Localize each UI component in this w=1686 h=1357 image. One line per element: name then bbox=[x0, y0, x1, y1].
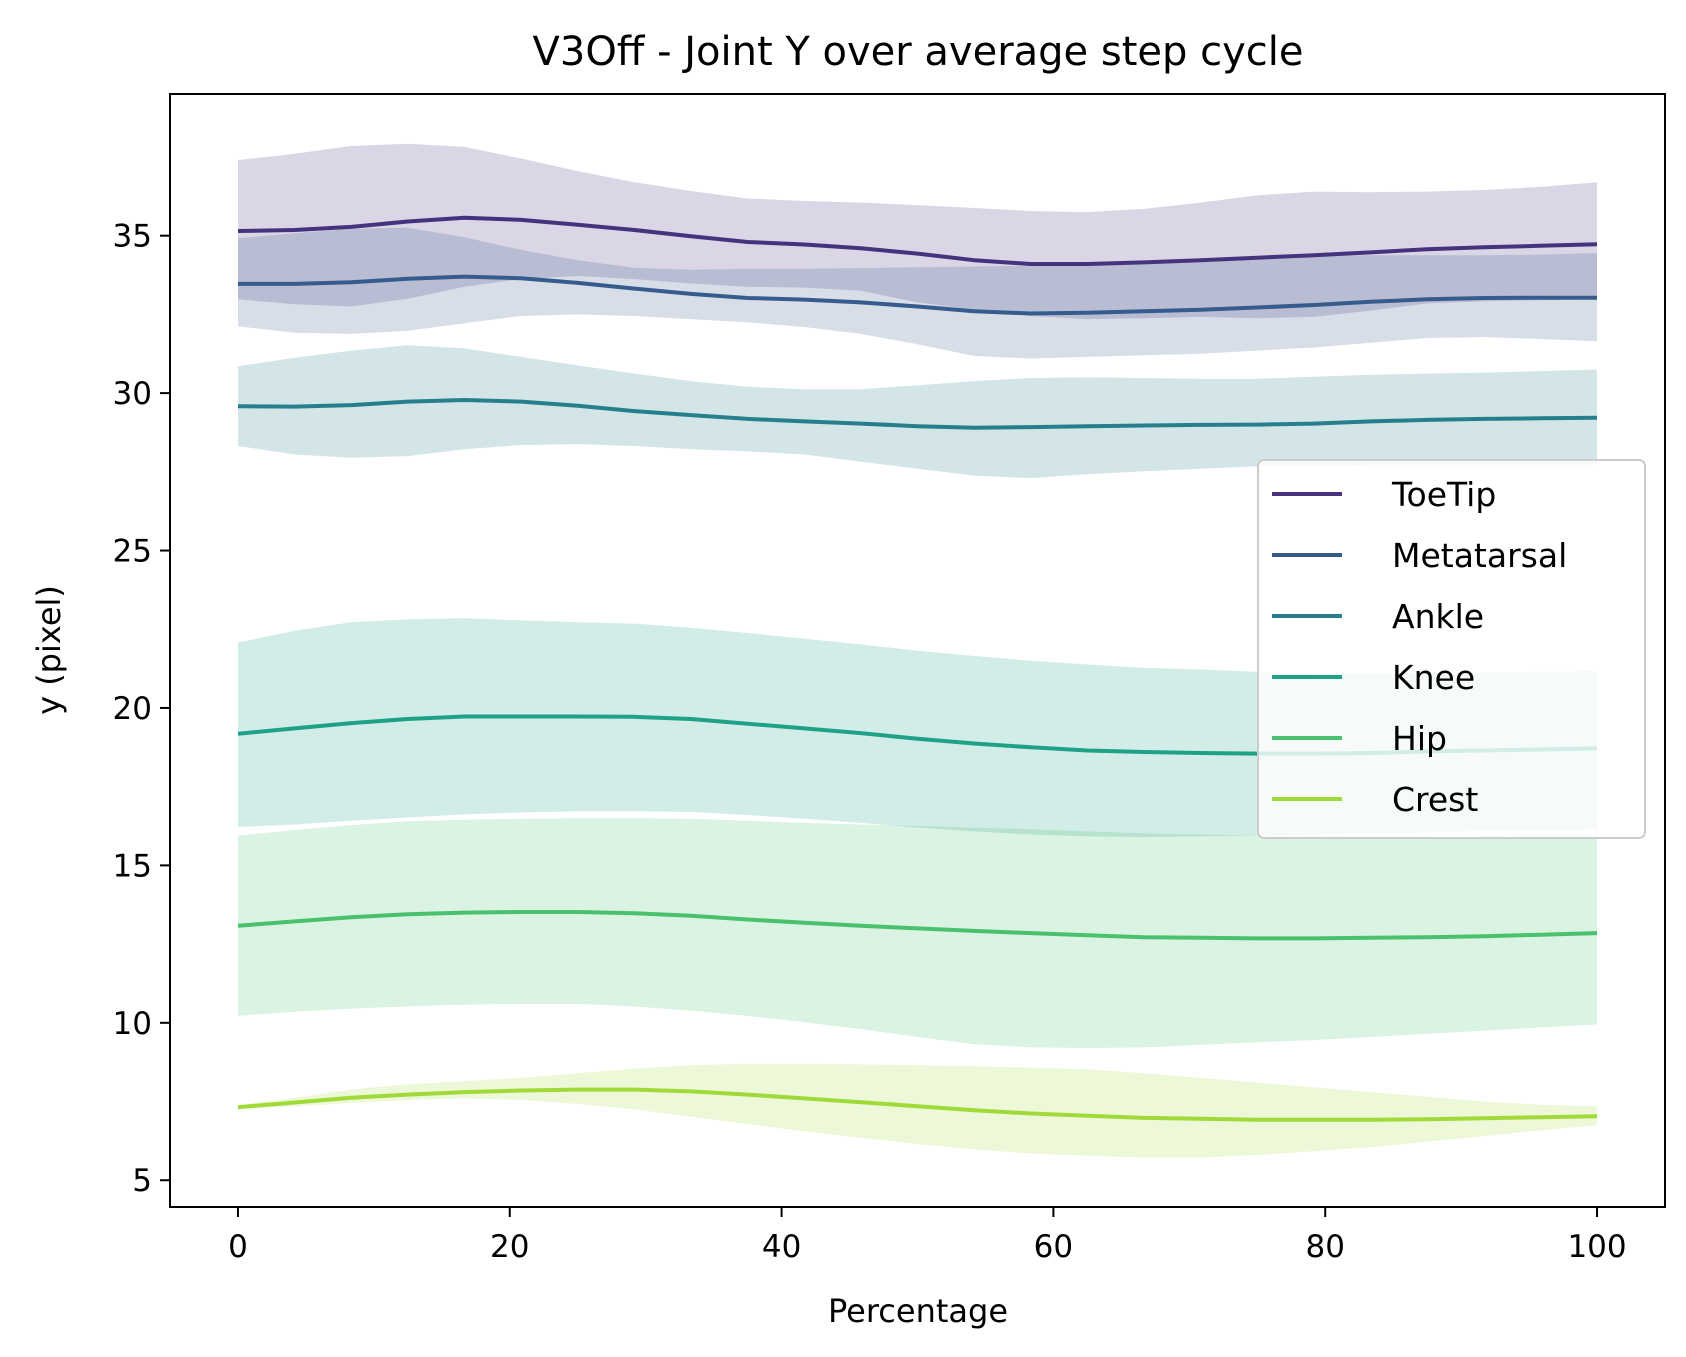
y-tick-label: 25 bbox=[113, 534, 152, 570]
x-tick-label: 100 bbox=[1567, 1229, 1626, 1265]
x-tick-label: 80 bbox=[1306, 1229, 1345, 1265]
line-hip bbox=[237, 910, 1598, 941]
band-toetip bbox=[238, 143, 1597, 320]
x-axis-ticks: 0 20 40 60 80 100 bbox=[228, 1207, 1627, 1265]
y-tick-label: 5 bbox=[132, 1163, 152, 1199]
series-lines bbox=[237, 215, 1598, 1122]
x-tick-label: 40 bbox=[762, 1229, 801, 1265]
y-tick-label: 20 bbox=[113, 691, 152, 727]
line-crest bbox=[237, 1087, 1598, 1122]
legend-label-toetip: ToeTip bbox=[1391, 475, 1496, 514]
band-ankle bbox=[238, 345, 1597, 479]
legend: ToeTip Metatarsal Ankle Knee Hip Crest bbox=[1257, 459, 1646, 839]
confidence-bands bbox=[238, 143, 1597, 1158]
legend-label-knee: Knee bbox=[1392, 658, 1475, 697]
band-metatarsal bbox=[238, 227, 1597, 359]
legend-box bbox=[1257, 459, 1646, 839]
x-tick-label: 60 bbox=[1034, 1229, 1073, 1265]
y-axis-label: y (pixel) bbox=[30, 585, 68, 715]
legend-label-ankle: Ankle bbox=[1392, 597, 1484, 636]
y-tick-label: 10 bbox=[113, 1006, 152, 1042]
y-tick-label: 35 bbox=[113, 219, 152, 255]
legend-label-metatarsal: Metatarsal bbox=[1392, 536, 1567, 575]
x-tick-label: 20 bbox=[490, 1229, 529, 1265]
y-tick-label: 15 bbox=[113, 848, 152, 884]
band-crest bbox=[238, 1063, 1597, 1158]
band-hip bbox=[238, 818, 1597, 1048]
line-metatarsal bbox=[238, 274, 1597, 316]
line-ankle bbox=[237, 398, 1598, 430]
x-axis-label: Percentage bbox=[828, 1292, 1008, 1330]
plot-frame bbox=[169, 93, 1666, 1208]
y-axis-ticks: 5 10 15 20 25 30 35 bbox=[113, 219, 170, 1199]
chart-title: V3Off - Joint Y over average step cycle bbox=[533, 29, 1304, 75]
legend-label-crest: Crest bbox=[1392, 780, 1478, 819]
y-tick-label: 30 bbox=[113, 376, 152, 412]
legend-label-hip: Hip bbox=[1392, 719, 1447, 758]
x-tick-label: 0 bbox=[228, 1229, 248, 1265]
line-toetip bbox=[237, 215, 1598, 266]
